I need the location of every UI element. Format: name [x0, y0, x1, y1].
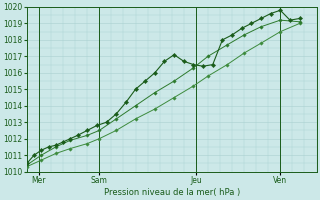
- X-axis label: Pression niveau de la mer( hPa ): Pression niveau de la mer( hPa ): [104, 188, 240, 197]
